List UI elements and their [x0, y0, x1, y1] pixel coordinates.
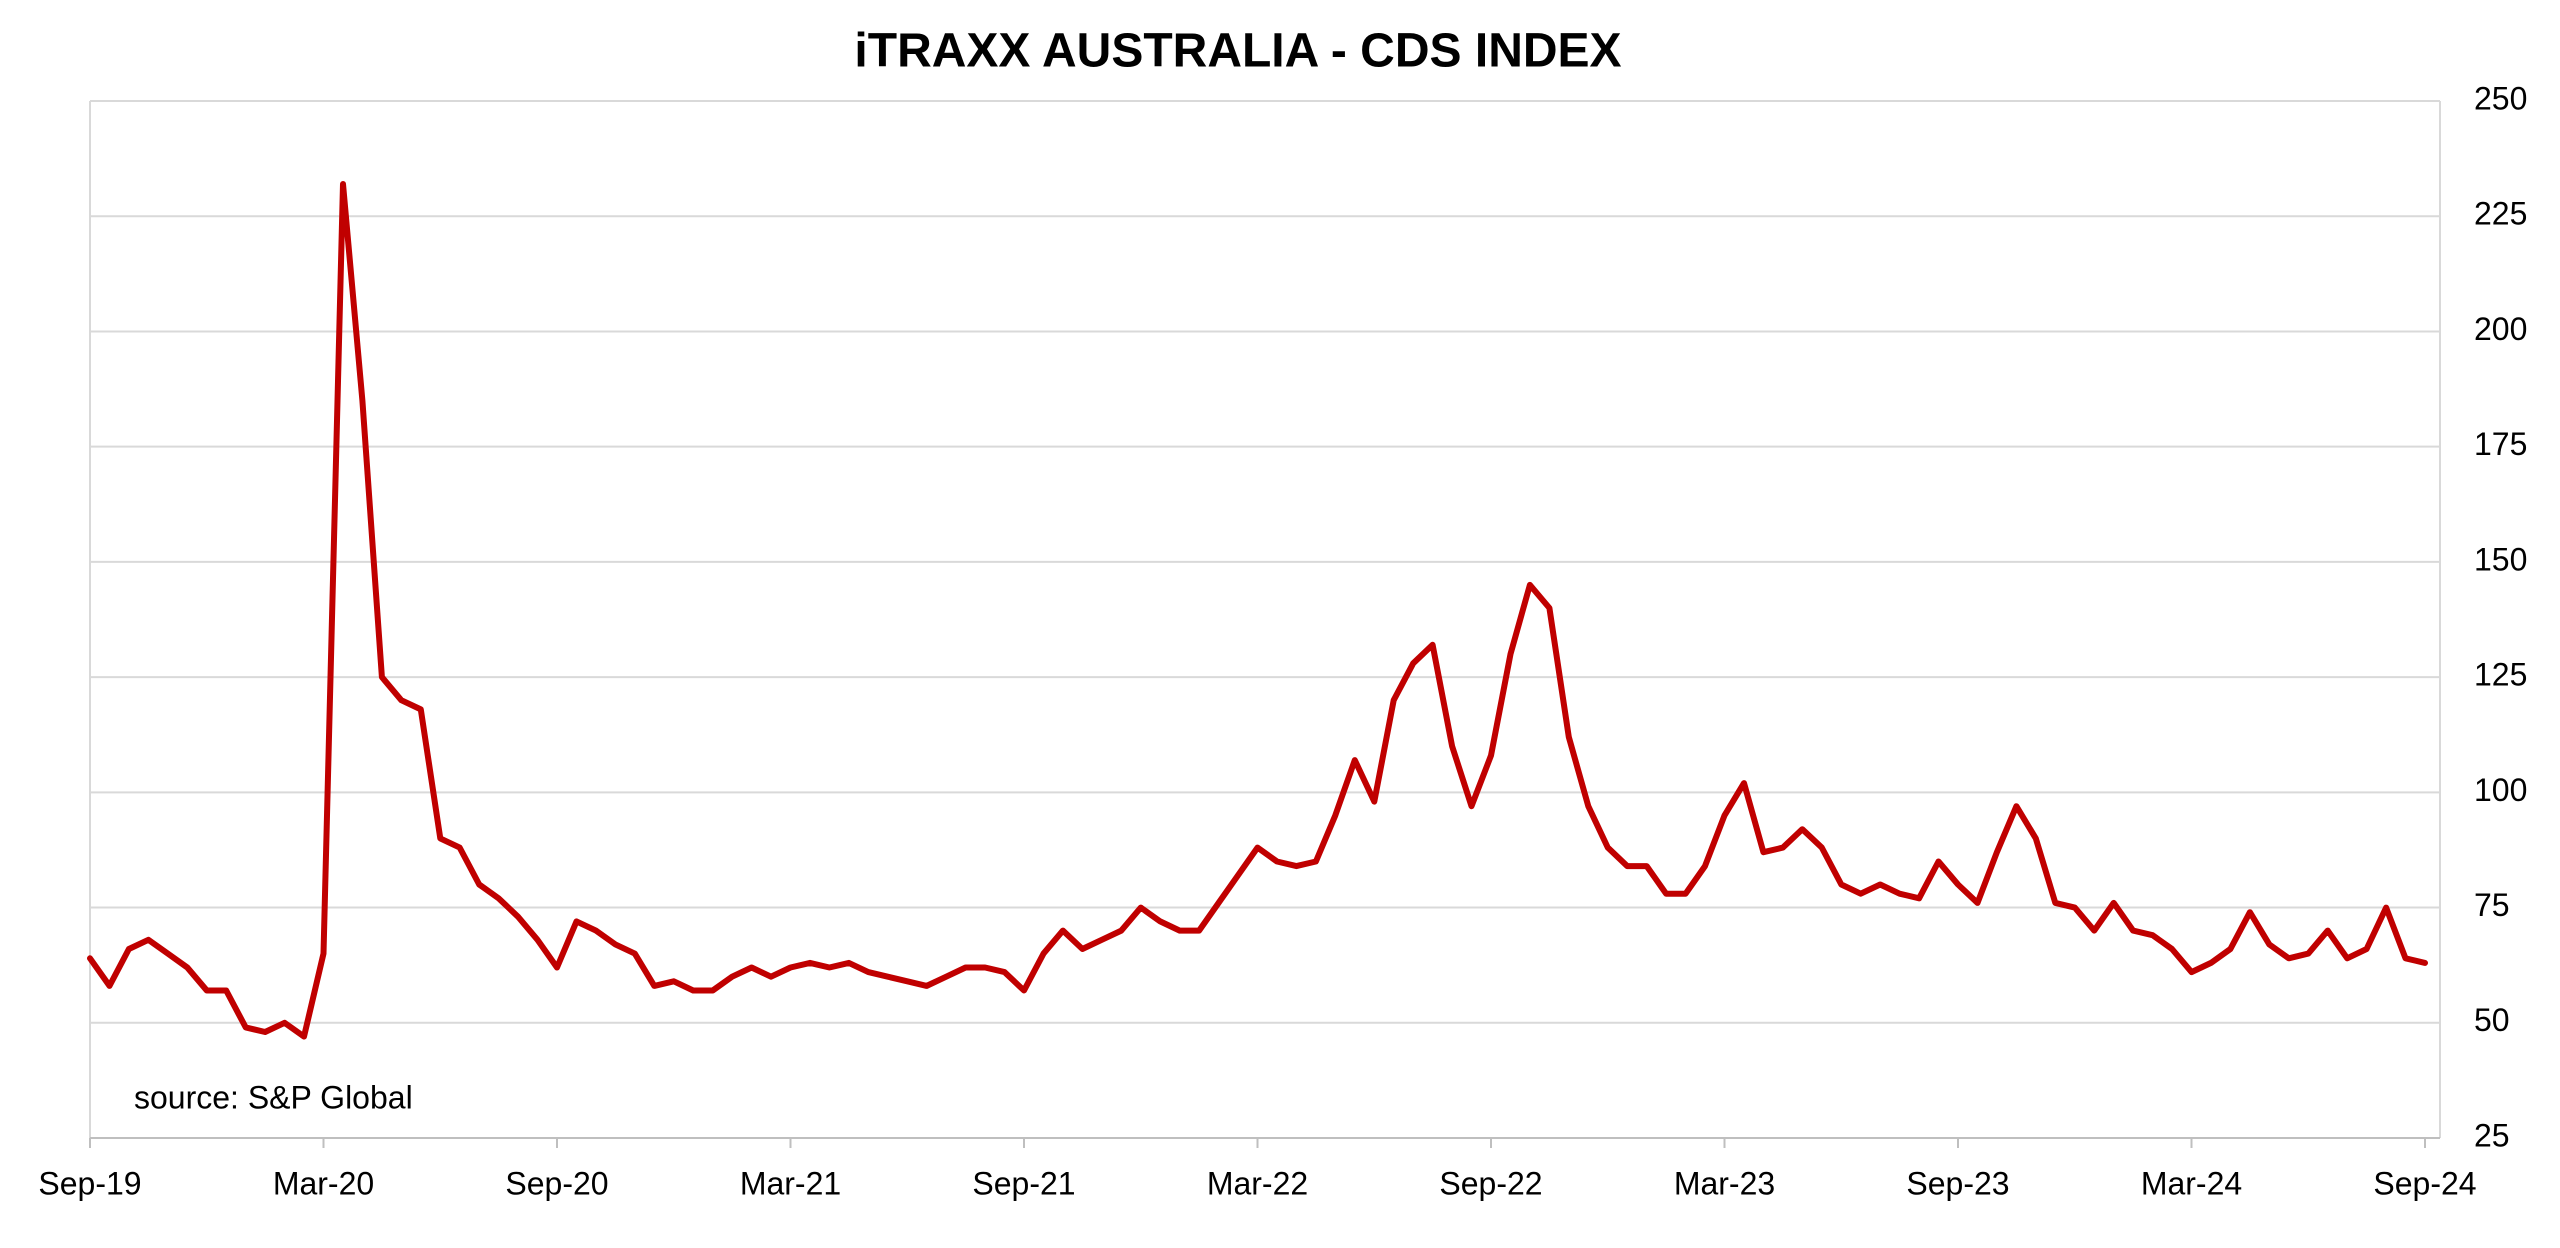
x-tick-label: Sep-19	[38, 1165, 141, 1201]
x-tick-label: Mar-22	[1207, 1165, 1308, 1201]
x-tick-label: Mar-20	[273, 1165, 374, 1201]
y-tick-label: 200	[2474, 311, 2527, 347]
source-note: source: S&P Global	[134, 1079, 413, 1115]
x-tick-label: Mar-24	[2141, 1165, 2242, 1201]
x-tick-label: Sep-23	[1906, 1165, 2009, 1201]
x-tick-label: Sep-21	[972, 1165, 1075, 1201]
y-tick-label: 100	[2474, 772, 2527, 808]
x-tick-label: Mar-23	[1674, 1165, 1775, 1201]
x-tick-label: Sep-22	[1439, 1165, 1542, 1201]
y-tick-label: 175	[2474, 426, 2527, 462]
y-tick-label: 150	[2474, 541, 2527, 577]
y-tick-label: 225	[2474, 196, 2527, 232]
x-tick-label: Mar-21	[740, 1165, 841, 1201]
y-tick-label: 125	[2474, 657, 2527, 693]
y-tick-label: 25	[2474, 1117, 2510, 1153]
y-tick-label: 75	[2474, 887, 2510, 923]
chart-title: iTRAXX AUSTRALIA - CDS INDEX	[854, 25, 1621, 78]
y-tick-label: 50	[2474, 1002, 2510, 1038]
data-line	[87, 181, 2428, 1040]
x-tick-label: Sep-20	[505, 1165, 608, 1201]
x-tick-label: Sep-24	[2373, 1165, 2476, 1201]
y-tick-label: 250	[2474, 80, 2527, 116]
